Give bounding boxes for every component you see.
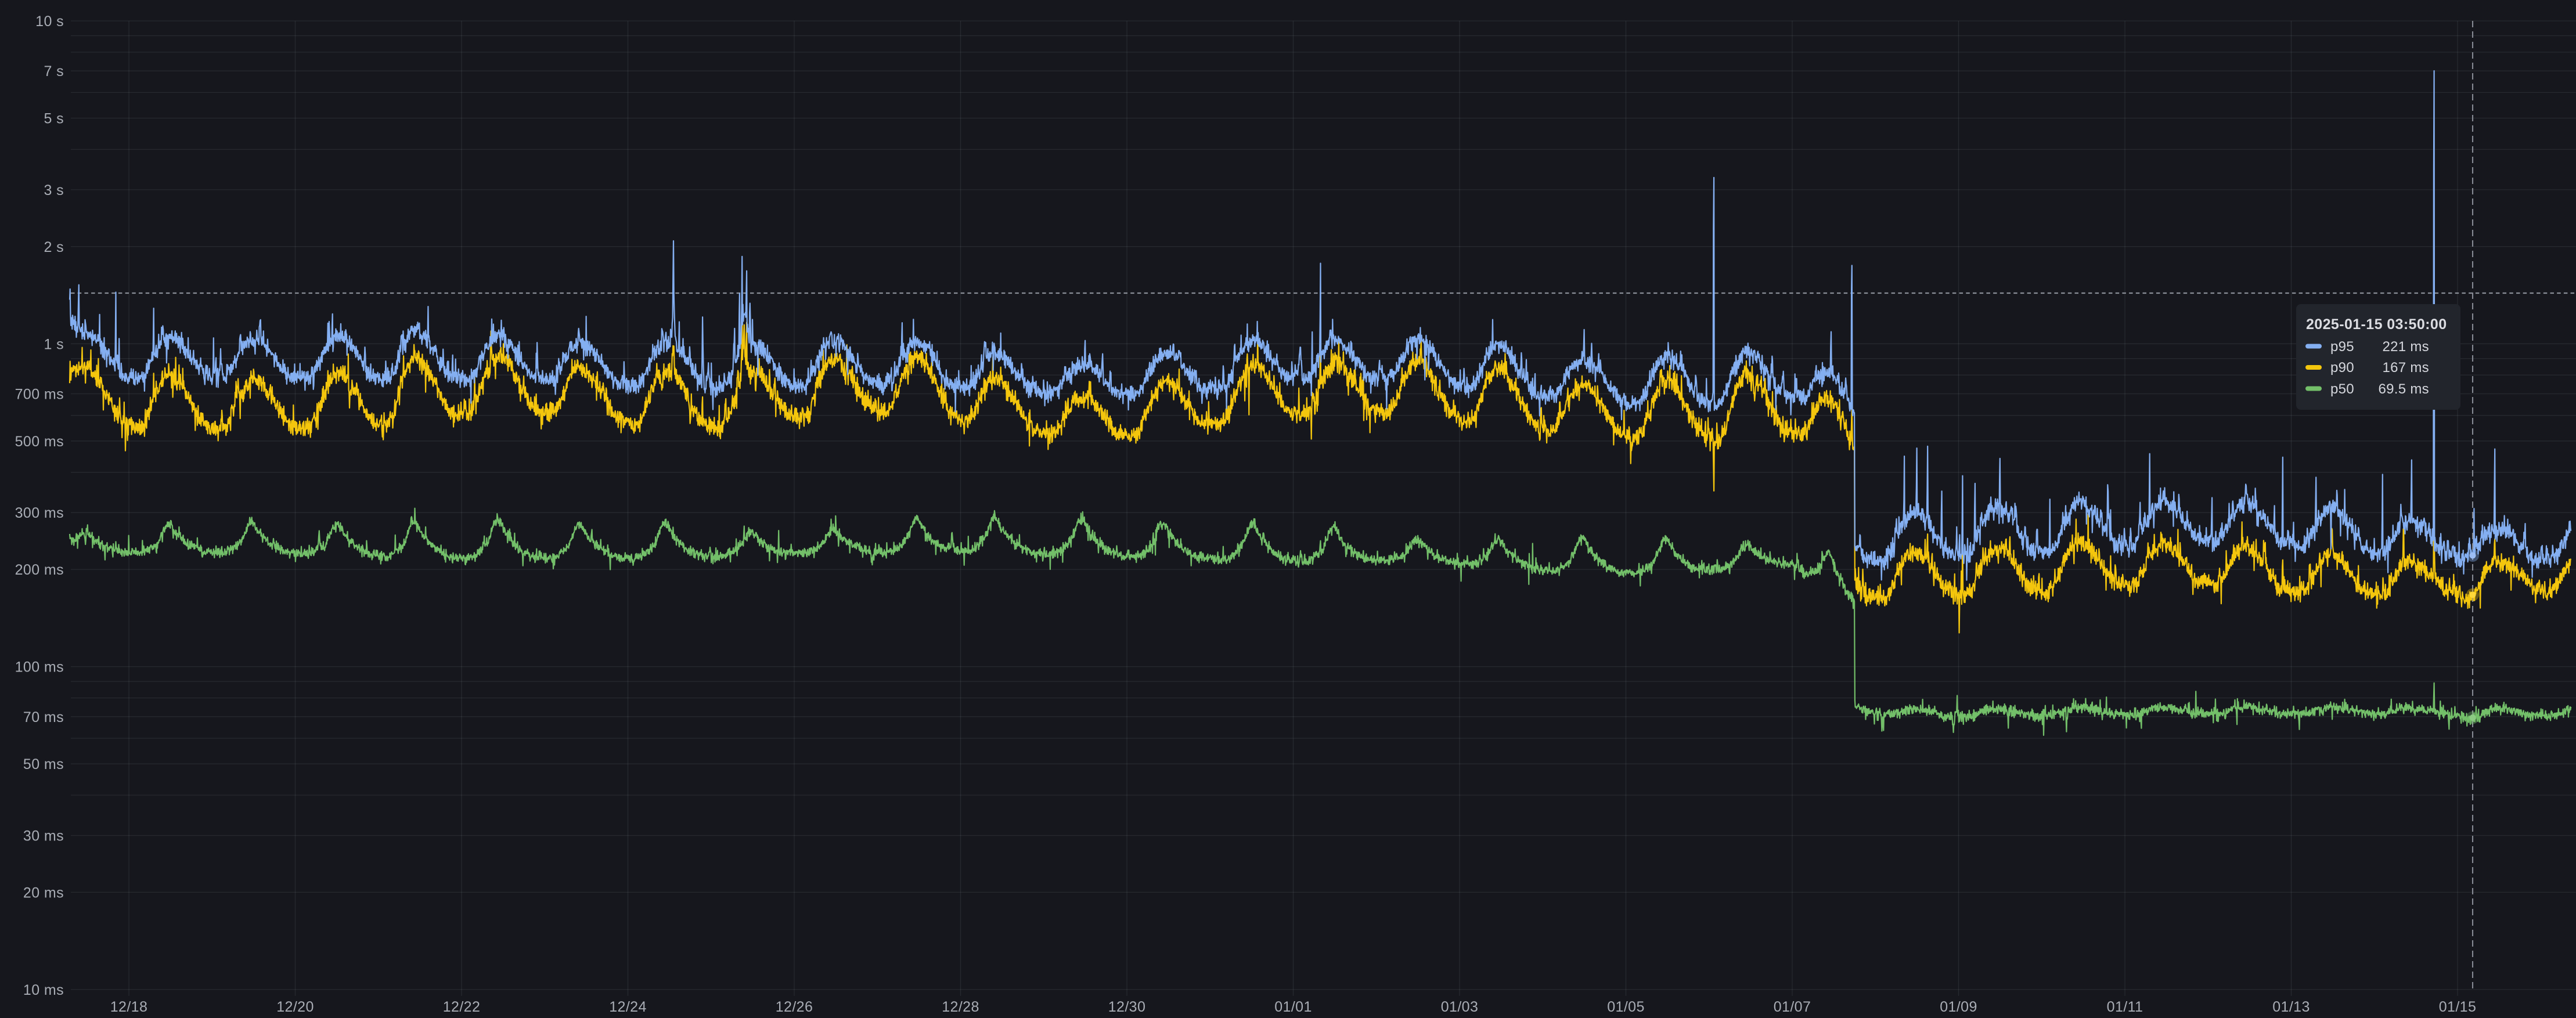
svg-text:167 ms: 167 ms [2382, 360, 2429, 376]
svg-text:01/07: 01/07 [1774, 999, 1811, 1015]
svg-text:01/13: 01/13 [2272, 999, 2310, 1015]
svg-text:50 ms: 50 ms [23, 756, 64, 772]
svg-text:p50: p50 [2330, 381, 2354, 397]
svg-text:69.5 ms: 69.5 ms [2379, 381, 2429, 397]
svg-text:100 ms: 100 ms [15, 659, 64, 676]
svg-text:01/09: 01/09 [1940, 999, 1977, 1015]
svg-text:200 ms: 200 ms [15, 562, 64, 578]
svg-text:5 s: 5 s [44, 111, 64, 127]
svg-text:01/11: 01/11 [2107, 999, 2143, 1015]
svg-text:7 s: 7 s [44, 63, 64, 80]
svg-text:1 s: 1 s [44, 336, 64, 352]
svg-text:30 ms: 30 ms [23, 828, 64, 844]
svg-text:10 s: 10 s [35, 13, 64, 30]
svg-text:p95: p95 [2330, 339, 2354, 355]
svg-text:01/03: 01/03 [1441, 999, 1479, 1015]
svg-text:10 ms: 10 ms [23, 982, 64, 998]
svg-text:2 s: 2 s [44, 239, 64, 255]
svg-text:01/01: 01/01 [1274, 999, 1312, 1015]
svg-text:700 ms: 700 ms [15, 387, 64, 403]
svg-text:01/15: 01/15 [2439, 999, 2477, 1015]
svg-text:p90: p90 [2330, 360, 2354, 376]
svg-text:2025-01-15 03:50:00: 2025-01-15 03:50:00 [2306, 316, 2447, 333]
svg-text:3 s: 3 s [44, 182, 64, 198]
svg-text:500 ms: 500 ms [15, 434, 64, 450]
svg-text:12/30: 12/30 [1108, 999, 1146, 1015]
svg-text:12/22: 12/22 [443, 999, 481, 1015]
svg-text:221 ms: 221 ms [2382, 339, 2429, 355]
svg-text:12/18: 12/18 [110, 999, 148, 1015]
svg-text:300 ms: 300 ms [15, 505, 64, 521]
svg-text:12/20: 12/20 [276, 999, 314, 1015]
svg-text:01/05: 01/05 [1607, 999, 1645, 1015]
svg-text:20 ms: 20 ms [23, 885, 64, 901]
svg-text:70 ms: 70 ms [23, 709, 64, 725]
svg-text:12/26: 12/26 [776, 999, 813, 1015]
svg-text:12/24: 12/24 [609, 999, 647, 1015]
svg-text:12/28: 12/28 [942, 999, 979, 1015]
